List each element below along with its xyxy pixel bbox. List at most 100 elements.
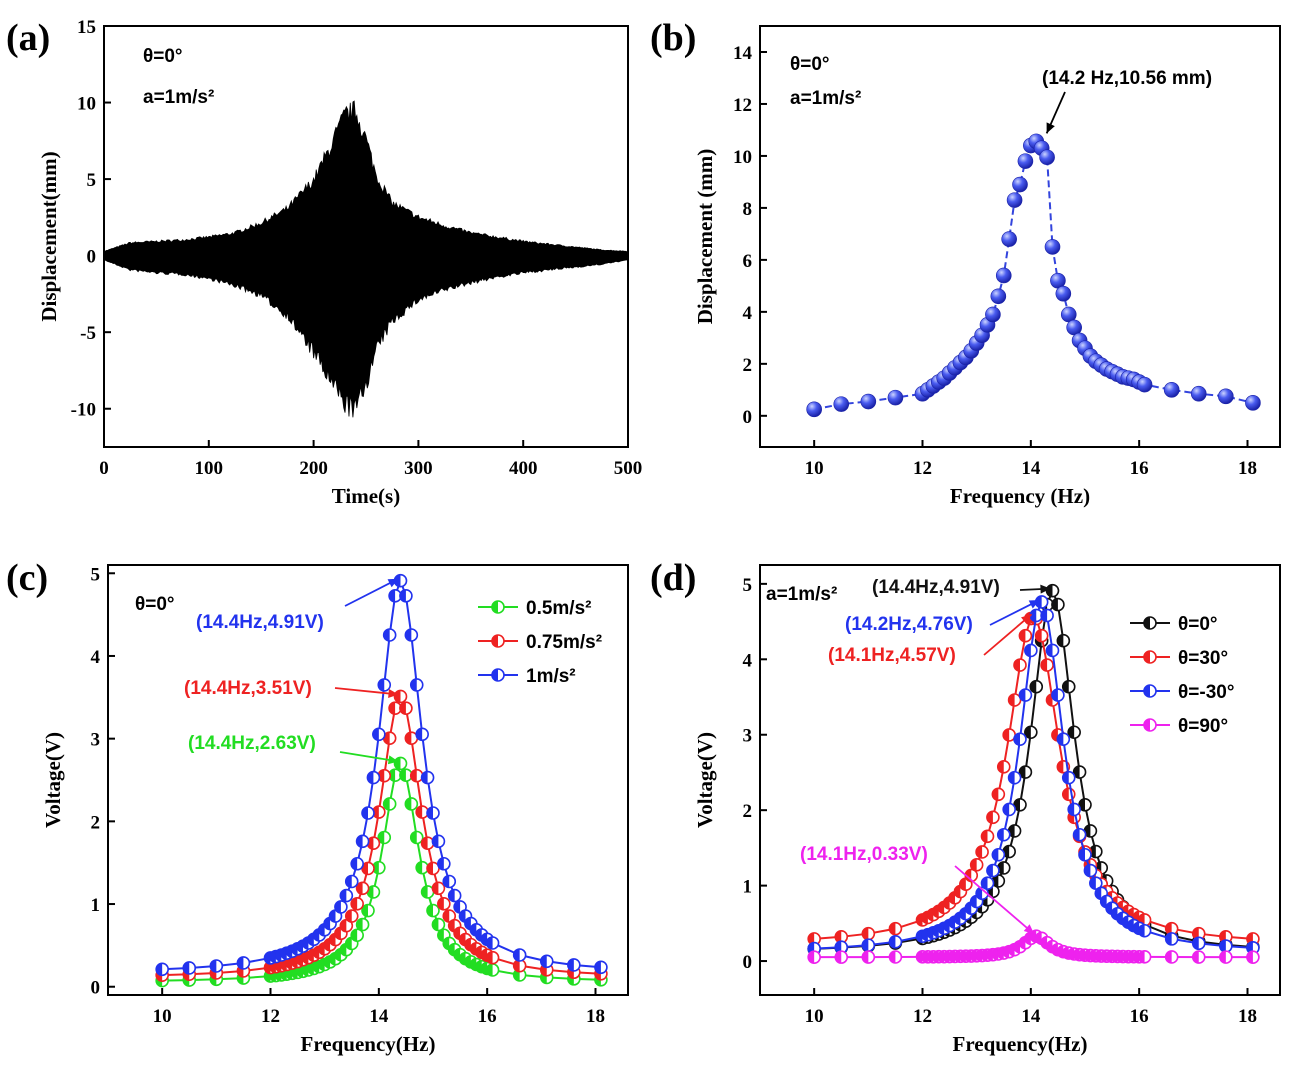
data-point-fill [156, 963, 163, 976]
y-tick-label: 2 [91, 812, 101, 833]
data-point-fill [475, 928, 482, 941]
data-point-fill [1062, 680, 1069, 693]
data-point-fill [459, 910, 466, 923]
data-point-fill [965, 950, 972, 963]
data-point-fill [1122, 950, 1129, 963]
data-point-fill [981, 830, 988, 843]
data-point-fill [1057, 733, 1064, 746]
data-point-fill [1014, 940, 1020, 953]
data-point-fill [405, 797, 412, 810]
data-point-fill [1046, 693, 1053, 706]
data-point-fill [1051, 689, 1058, 702]
data-point-fill [356, 882, 363, 895]
data-point-fill [1057, 760, 1064, 773]
data-point-fill [291, 942, 298, 955]
data-point-fill [992, 848, 999, 861]
data-point-fill [302, 936, 309, 949]
data-point-fill [986, 864, 993, 877]
data-point-fill [932, 950, 939, 963]
data-point-fill [949, 891, 955, 904]
data-point-fill [916, 913, 923, 926]
data-point-fill [470, 958, 477, 971]
data-point-fill [835, 930, 842, 943]
panel-a: 0 100 200 300 400 500 -10 -5 0 5 10 15 Time(s) Displa… [6, 17, 642, 508]
peak-label: (14.4Hz,4.91V) [196, 612, 324, 633]
y-tick-label: 5 [91, 564, 101, 585]
y-tick-label: 3 [91, 730, 101, 751]
x-tick-label: 16 [1130, 458, 1149, 479]
data-point-fill [916, 950, 923, 963]
peak-arrow [334, 687, 399, 696]
data-point-fill [835, 951, 842, 964]
data-point-fill [1062, 788, 1069, 801]
data-point-fill [432, 918, 439, 931]
y-axis-label: Displacement (mm) [693, 149, 717, 325]
data-point-fill [981, 877, 988, 890]
data-point-fill [437, 857, 444, 870]
legend-marker-fill [1144, 617, 1150, 629]
peak-label: (14.2Hz,4.76V) [845, 614, 973, 635]
peak-arrow [344, 577, 399, 607]
data-point-fill [1100, 895, 1107, 908]
panel-label: (a) [6, 17, 50, 59]
annotation-theta: θ=0° [790, 54, 830, 75]
x-tick-label: 10 [805, 458, 824, 479]
data-point-fill [454, 927, 461, 940]
data-point-fill [921, 911, 928, 924]
data-point-fill [943, 897, 950, 910]
x-tick-label: 14 [1021, 1006, 1041, 1027]
x-tick-label: 18 [586, 1006, 605, 1027]
data-point-fill [421, 771, 428, 784]
x-tick-label: 16 [478, 1006, 497, 1027]
y-tick-label: 2 [743, 355, 753, 376]
x-tick-label: 12 [913, 458, 932, 479]
data-point-fill [399, 769, 406, 782]
data-point-fill [286, 945, 293, 958]
data-point-fill [448, 943, 455, 956]
data-point-fill [1084, 949, 1091, 962]
y-tick-label: 0 [743, 407, 753, 428]
data-point-fill [1095, 887, 1102, 900]
data-point-fill [1116, 912, 1123, 925]
data-point-fill [976, 845, 983, 858]
panel-label: (d) [650, 557, 696, 599]
legend-item: θ=90° [1130, 716, 1228, 737]
data-point-fill [932, 905, 939, 918]
data-point-fill [513, 948, 520, 961]
data-point-fill [959, 907, 966, 920]
data-point-fill [307, 962, 314, 975]
data-point-fill [1116, 950, 1123, 963]
data-point-fill [1165, 950, 1172, 963]
data-point-fill [1035, 932, 1042, 945]
data-point-fill [421, 837, 428, 850]
y-tick-label: 4 [743, 650, 753, 671]
data-point-fill [916, 930, 923, 943]
y-tick-label: 6 [743, 251, 753, 272]
data-point-fill [835, 941, 842, 954]
data-point-fill [475, 960, 482, 973]
legend-item: θ=30° [1130, 648, 1228, 669]
y-tick-label: 1 [743, 877, 753, 898]
data-point [860, 393, 877, 410]
y-tick-label: 4 [91, 647, 101, 668]
data-point-fill [345, 937, 352, 950]
plot-frame [107, 564, 629, 996]
data-point-fill [329, 952, 336, 965]
data-point-fill [481, 933, 488, 946]
peak-arrow-head [1028, 599, 1040, 609]
y-tick-label: 0 [87, 247, 97, 268]
data-point-fill [1122, 916, 1129, 929]
data-point-fill [454, 900, 461, 913]
x-axis-label: Frequency (Hz) [950, 484, 1090, 508]
data-point-fill [427, 862, 433, 875]
data-point [1017, 153, 1034, 169]
data-point-fill [959, 950, 966, 963]
data-point-fill [1138, 924, 1145, 937]
legend-label: θ=-30° [1178, 682, 1234, 703]
data-point-fill [1111, 907, 1118, 920]
data-point-fill [1051, 728, 1058, 741]
data-point-fill [1165, 932, 1172, 945]
data-point-fill [470, 942, 477, 955]
peak-arrow-head [1023, 924, 1035, 935]
data-point-fill [1008, 693, 1015, 706]
